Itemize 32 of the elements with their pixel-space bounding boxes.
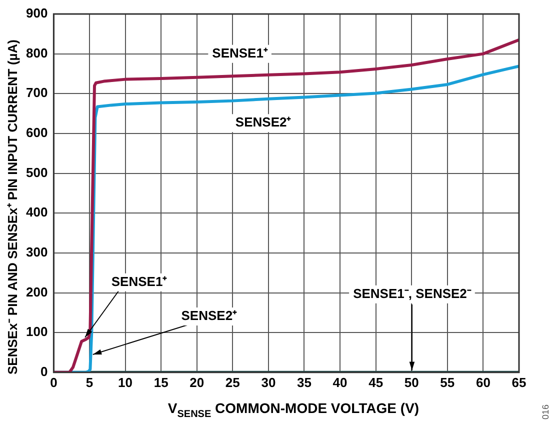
x-tick-label: 5 [86,374,94,390]
x-tick-label: 35 [297,374,312,390]
y-tick-label: 700 [26,85,48,100]
x-tick-label: 0 [50,374,58,390]
x-tick-label: 10 [118,374,133,390]
x-tick-label: 30 [261,374,276,390]
series-label: SENSE1⁺ [212,45,268,60]
y-tick-label: 300 [26,244,48,260]
x-tick-label: 45 [368,374,384,390]
y-tick-label: 0 [40,364,48,379]
y-tick-label: 200 [26,284,48,300]
annotation: SENSE1⁺ [111,274,168,289]
x-tick-label: 20 [190,374,204,390]
y-tick-label: 100 [26,324,48,340]
y-tick-label: 500 [26,164,48,180]
x-tick-label: 50 [404,374,419,390]
x-tick-label: 65 [512,374,526,390]
annotation: SENSE2⁺ [181,308,238,324]
x-tick-label: 25 [225,374,240,390]
y-tick-label: 400 [26,204,48,220]
text: SENSE1⁻, SENSE2⁻ [353,286,472,301]
x-tick-label: 15 [154,374,168,390]
x-tick-label: 40 [332,374,348,390]
y-axis-title: SENSEx⁻ PIN AND SENSEx⁺ PIN INPUT CURRENT (µA) [4,38,21,376]
y-tick-label: 600 [26,125,48,140]
y-tick-label: 900 [26,6,48,21]
x-tick-label: 55 [440,374,455,390]
y-tick-label: 800 [26,45,48,60]
x-tick-label: 60 [476,374,490,390]
series-label: SENSE2⁺ [235,114,292,130]
x-axis-title: V$_{SENSE}$ COMMON-MODE VOLTAGE (V) [166,400,420,420]
text: 016 [540,404,550,420]
